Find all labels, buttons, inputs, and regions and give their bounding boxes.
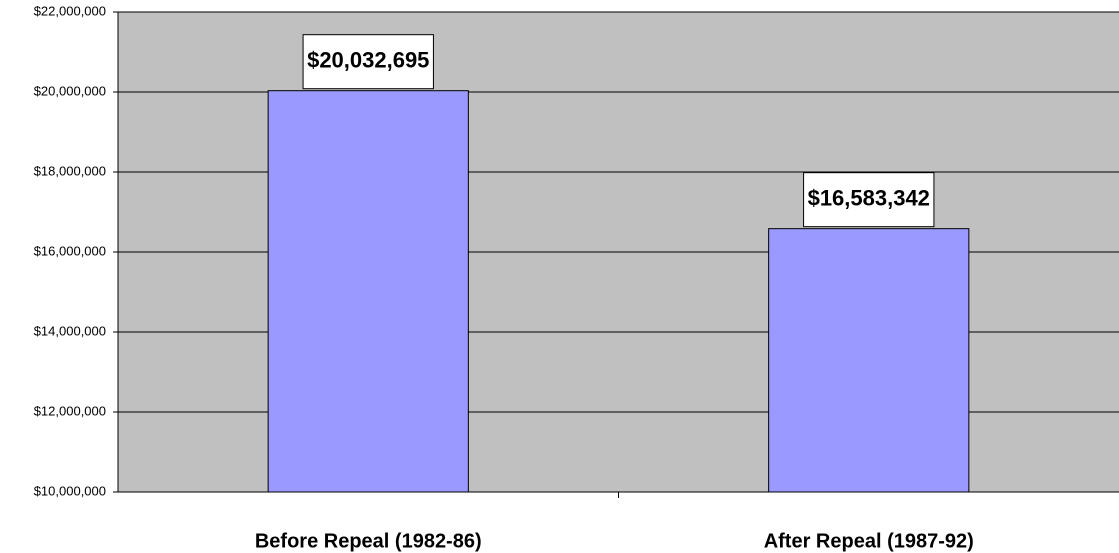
x-tick-label: Before Repeal (1982-86): [255, 530, 482, 552]
bar: [768, 228, 970, 493]
x-tick-label: After Repeal (1987-92): [764, 530, 974, 552]
bar: [267, 90, 469, 493]
y-tick-label: $16,000,000: [34, 243, 106, 258]
y-tick-label: $18,000,000: [34, 163, 106, 178]
value-label: $16,583,342: [808, 185, 930, 210]
value-label: $20,032,695: [307, 48, 429, 73]
value-label-box: [302, 34, 434, 90]
y-tick-label: $12,000,000: [34, 403, 106, 418]
y-tick-label: $14,000,000: [34, 323, 106, 338]
y-tick-label: $10,000,000: [34, 483, 106, 498]
value-label-box: [803, 172, 935, 228]
y-tick-label: $22,000,000: [34, 3, 106, 18]
y-tick-label: $20,000,000: [34, 83, 106, 98]
